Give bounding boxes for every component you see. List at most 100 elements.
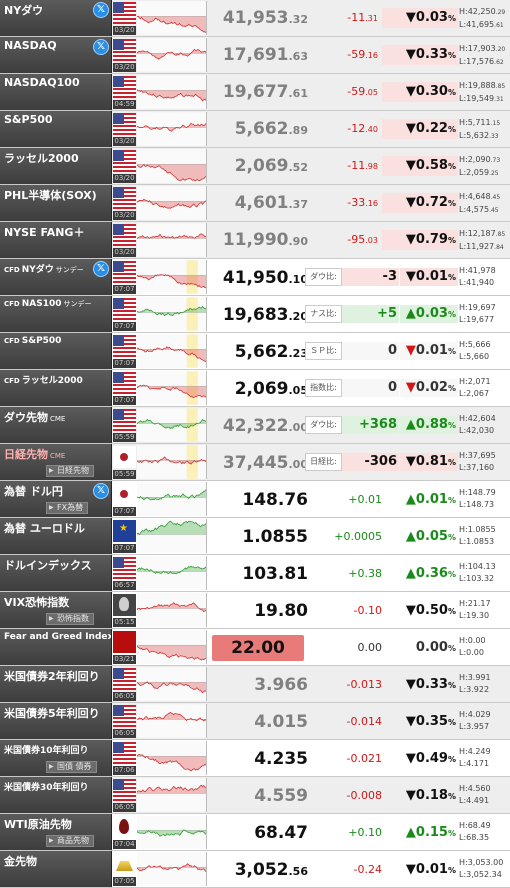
instrument-label[interactable]: CFD ラッセル2000 bbox=[0, 370, 112, 406]
quote-row-us30y[interactable]: 米国債券30年利回り 06:05 4.559 -0.008 ▼0.18% H:4.560 L… bbox=[0, 777, 510, 814]
quote-row-cfd-rus[interactable]: CFD ラッセル2000 07:07 2,069.05 指数比: 0 ▼0.02% H:2,0… bbox=[0, 370, 510, 407]
quote-row-cfd-sp[interactable]: CFD S&P500 07:07 5,662.23 ＳＰ比: 0 ▼0.01% H:5,666… bbox=[0, 333, 510, 370]
intraday-chart[interactable] bbox=[137, 223, 207, 257]
instrument-label[interactable]: ラッセル2000 bbox=[0, 148, 112, 184]
intraday-chart[interactable] bbox=[137, 408, 207, 442]
update-time: 03/21 bbox=[113, 655, 136, 664]
instrument-label[interactable]: NASDAQ 𝕏 bbox=[0, 37, 112, 73]
sub-link-button[interactable]: 国債 債券 bbox=[46, 761, 97, 773]
x-share-icon[interactable]: 𝕏 bbox=[93, 483, 109, 499]
quote-row-us5y[interactable]: 米国債券5年利回り 06:05 4.015 -0.014 ▼0.35% H:4.029 L:… bbox=[0, 703, 510, 740]
low: L:41,695.61 bbox=[459, 19, 509, 32]
price-int: 103.81 bbox=[242, 564, 308, 584]
quote-row-nasdaq[interactable]: NASDAQ 𝕏 03/20 17,691.63 -59.16 ▼0.33% H:17,90… bbox=[0, 37, 510, 74]
instrument-label[interactable]: ダウ先物 CME bbox=[0, 407, 112, 443]
instrument-label[interactable]: NASDAQ100 bbox=[0, 74, 112, 110]
instrument-label[interactable]: 米国債券5年利回り bbox=[0, 703, 112, 739]
change-dec: .05 bbox=[365, 88, 378, 97]
price: 103.81 bbox=[208, 564, 308, 584]
quote-row-vix[interactable]: VIX恐怖指数恐怖指数05:1519.80-0.10▼0.50%H:21.17L… bbox=[0, 592, 510, 629]
quote-row-nikkei-fut[interactable]: 日経先物CME日経先物05:5937,445.00日経比:-306▼0.81%H… bbox=[0, 444, 510, 481]
high-low: H:104.13 L:103.32 bbox=[459, 561, 509, 585]
intraday-chart[interactable] bbox=[137, 149, 207, 183]
intraday-chart[interactable] bbox=[137, 815, 207, 849]
intraday-chart[interactable] bbox=[137, 1, 207, 35]
sub-link-button[interactable]: 恐怖指数 bbox=[46, 613, 94, 625]
instrument-label[interactable]: 金先物 bbox=[0, 851, 112, 887]
instrument-name: NYダウ bbox=[4, 2, 43, 18]
intraday-chart[interactable] bbox=[137, 667, 207, 701]
intraday-chart[interactable] bbox=[137, 445, 207, 479]
instrument-label[interactable]: PHL半導体(SOX) bbox=[0, 185, 112, 221]
quote-row-fear[interactable]: Fear and Greed Index 03/21 22.00 0.00 0.00% H… bbox=[0, 629, 510, 666]
quote-row-us2y[interactable]: 米国債券2年利回り 06:05 3.966 -0.013 ▼0.33% H:3.991 L:… bbox=[0, 666, 510, 703]
quote-row-russell[interactable]: ラッセル2000 03/20 2,069.52 -11.98 ▼0.58% H:2,090… bbox=[0, 148, 510, 185]
intraday-chart[interactable] bbox=[137, 482, 207, 516]
intraday-chart[interactable] bbox=[137, 334, 207, 368]
instrument-label[interactable]: WTI原油先物商品先物 bbox=[0, 814, 112, 850]
quote-row-us10y[interactable]: 米国債券10年利回り国債 債券07:064.235-0.021▼0.49%H:4… bbox=[0, 740, 510, 777]
intraday-chart[interactable] bbox=[137, 75, 207, 109]
intraday-chart[interactable] bbox=[137, 260, 207, 294]
sub-link-button[interactable]: FX為替 bbox=[46, 502, 89, 514]
quote-row-cfd-nas[interactable]: CFD NAS100 サンデー 07:07 19,683.20 ナス比: +5 ▲0.03% H… bbox=[0, 296, 510, 333]
intraday-chart[interactable] bbox=[137, 704, 207, 738]
us-flag bbox=[113, 187, 136, 209]
quote-row-fang[interactable]: NYSE FANG＋ 03/20 11,990.90 -95.03 ▼0.79% H:12… bbox=[0, 222, 510, 259]
instrument-label[interactable]: 為替 ユーロドル bbox=[0, 518, 112, 554]
intraday-chart[interactable] bbox=[137, 852, 207, 886]
quote-row-dow-fut[interactable]: ダウ先物 CME 05:59 42,322.00 ダウ比: +368 ▲0.88% H:42,… bbox=[0, 407, 510, 444]
intraday-chart[interactable] bbox=[137, 112, 207, 146]
instrument-label[interactable]: NYSE FANG＋ bbox=[0, 222, 112, 258]
x-share-icon[interactable]: 𝕏 bbox=[93, 261, 109, 277]
instrument-label[interactable]: CFD NAS100 サンデー bbox=[0, 296, 112, 332]
quote-row-nasdaq100[interactable]: NASDAQ100 04:59 19,677.61 -59.05 ▼0.30% H:19,… bbox=[0, 74, 510, 111]
low: L:41,940 bbox=[459, 278, 495, 287]
instrument-label[interactable]: 米国債券10年利回り国債 債券 bbox=[0, 740, 112, 776]
price-int: 22.00 bbox=[231, 638, 285, 658]
intraday-chart[interactable] bbox=[137, 630, 207, 664]
x-share-icon[interactable]: 𝕏 bbox=[93, 39, 109, 55]
update-time: 03/20 bbox=[113, 248, 136, 257]
percent-value: 0.05 bbox=[415, 529, 448, 544]
instrument-label[interactable]: VIX恐怖指数恐怖指数 bbox=[0, 592, 112, 628]
intraday-chart[interactable] bbox=[137, 519, 207, 553]
quote-row-cfd-dow[interactable]: CFD NYダウ サンデー 𝕏 07:07 41,950.10 ダウ比: -3 ▼0.01% H:… bbox=[0, 259, 510, 296]
intraday-chart[interactable] bbox=[137, 556, 207, 590]
instrument-label[interactable]: ドルインデックス bbox=[0, 555, 112, 591]
intraday-chart[interactable] bbox=[137, 297, 207, 331]
intraday-chart[interactable] bbox=[137, 371, 207, 405]
quote-row-dxy[interactable]: ドルインデックス 06:57 103.81 +0.38 ▲0.36% H:104.13 L:… bbox=[0, 555, 510, 592]
x-share-icon[interactable]: 𝕏 bbox=[93, 2, 109, 18]
price-int: 41,950 bbox=[222, 268, 289, 288]
instrument-label[interactable]: 米国債券30年利回り bbox=[0, 777, 112, 813]
low: L:2,067 bbox=[459, 389, 490, 398]
intraday-chart[interactable] bbox=[137, 741, 207, 775]
price-dec: .20 bbox=[288, 310, 309, 323]
sub-link-button[interactable]: 日経先物 bbox=[46, 465, 94, 477]
instrument-label[interactable]: Fear and Greed Index bbox=[0, 629, 112, 665]
intraday-chart[interactable] bbox=[137, 38, 207, 72]
intraday-chart[interactable] bbox=[137, 186, 207, 220]
intraday-chart[interactable] bbox=[137, 778, 207, 812]
instrument-label[interactable]: S&P500 bbox=[0, 111, 112, 147]
price-int: 37,445 bbox=[222, 453, 289, 473]
instrument-label[interactable]: 米国債券2年利回り bbox=[0, 666, 112, 702]
quote-row-usdjpy[interactable]: 為替 ドル円FX為替𝕏07:07148.76+0.01▲0.01%H:148.7… bbox=[0, 481, 510, 518]
percent-unit: % bbox=[447, 14, 456, 23]
instrument-label[interactable]: CFD NYダウ サンデー 𝕏 bbox=[0, 259, 112, 295]
instrument-label[interactable]: NYダウ 𝕏 bbox=[0, 0, 112, 36]
instrument-label[interactable]: 日経先物CME日経先物 bbox=[0, 444, 112, 480]
instrument-name-text: 為替 ドル円 bbox=[4, 485, 63, 498]
quote-row-nydow[interactable]: NYダウ 𝕏 03/20 41,953.32 -11.31 ▼0.03% H:42,250.… bbox=[0, 0, 510, 37]
quote-row-sox[interactable]: PHL半導体(SOX) 03/20 4,601.37 -33.16 ▼0.72% H:4,… bbox=[0, 185, 510, 222]
percent-unit: % bbox=[447, 421, 456, 430]
instrument-label[interactable]: 為替 ドル円 FX為替 𝕏 bbox=[0, 481, 112, 517]
quote-row-gold[interactable]: 金先物 07:05 3,052.56 -0.24 ▼0.01% H:3,053.00 L:3… bbox=[0, 851, 510, 888]
quote-row-sp500[interactable]: S&P500 03/20 5,662.89 -12.40 ▼0.22% H:5,711.1… bbox=[0, 111, 510, 148]
instrument-label[interactable]: CFD S&P500 bbox=[0, 333, 112, 369]
quote-row-eurusd[interactable]: 為替 ユーロドル07:071.0855+0.0005▲0.05%H:1.0855… bbox=[0, 518, 510, 555]
intraday-chart[interactable] bbox=[137, 593, 207, 627]
sub-link-button[interactable]: 商品先物 bbox=[46, 835, 94, 847]
quote-row-wti[interactable]: WTI原油先物商品先物07:0468.47+0.10▲0.15%H:68.49L… bbox=[0, 814, 510, 851]
